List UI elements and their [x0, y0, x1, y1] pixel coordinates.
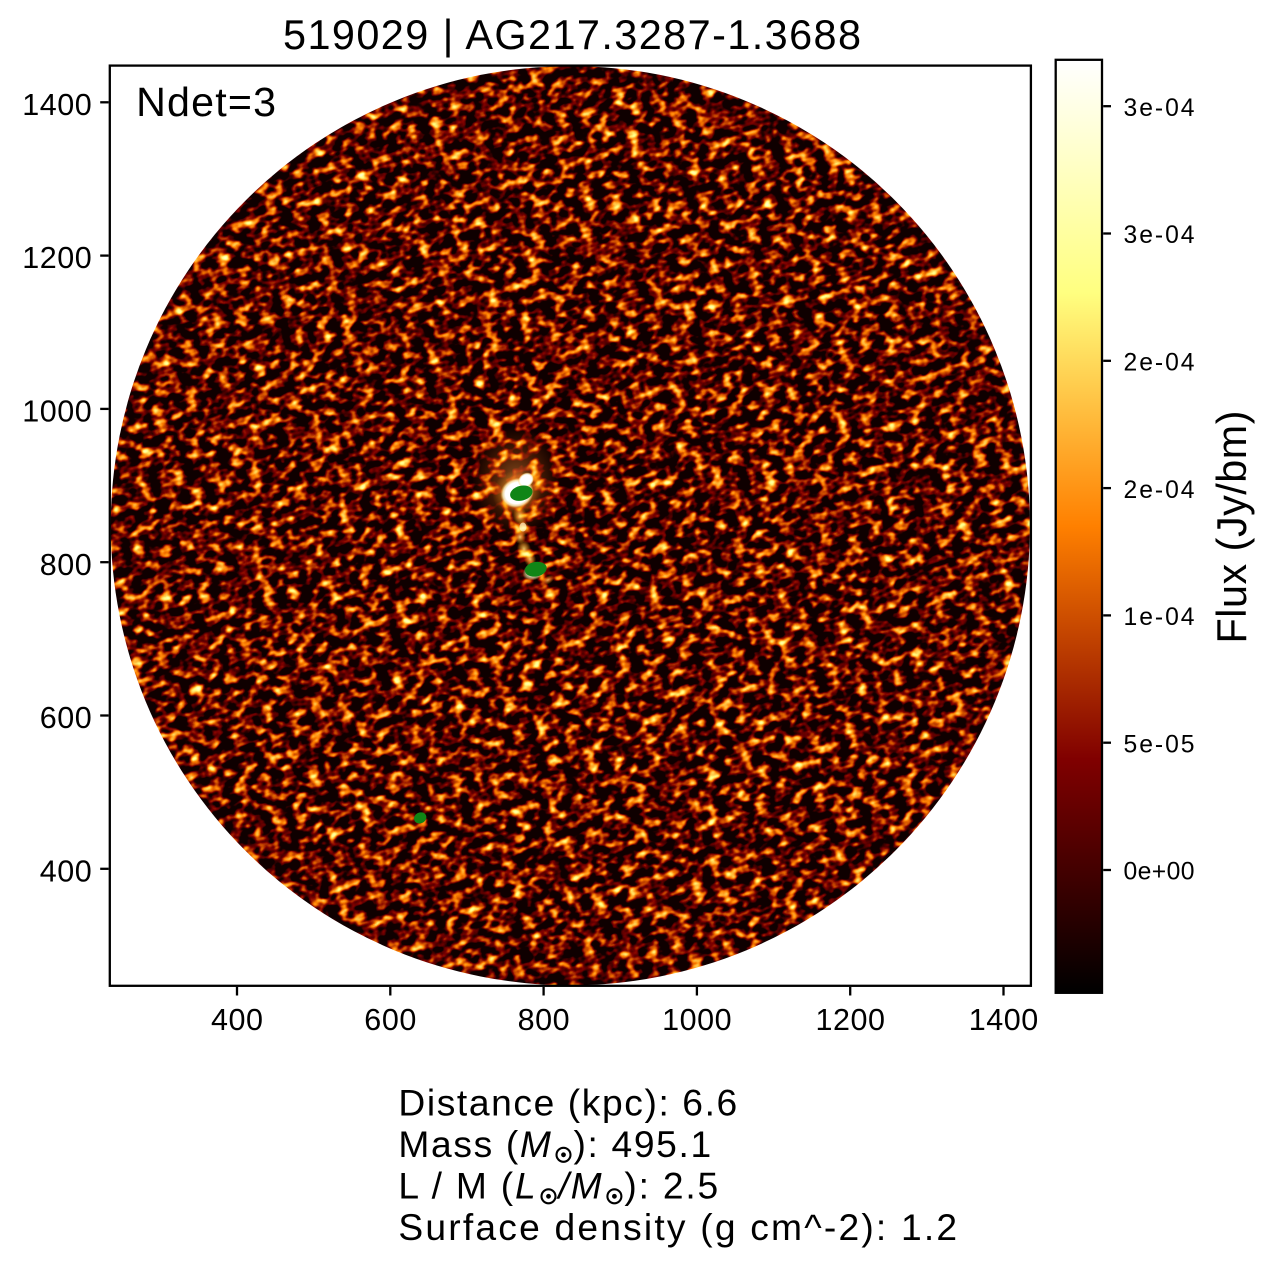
svg-text:1200: 1200: [815, 1003, 885, 1037]
svg-text:400: 400: [40, 854, 92, 888]
svg-text:0e+00: 0e+00: [1124, 859, 1195, 886]
svg-text:600: 600: [364, 1003, 416, 1037]
svg-text:800: 800: [518, 1003, 570, 1037]
svg-text:1400: 1400: [22, 88, 92, 122]
svg-text:Surface density (g cm^-2): 1.2: Surface density (g cm^-2): 1.2: [398, 1206, 959, 1248]
svg-text:L / M (L: L / M (L: [398, 1165, 537, 1207]
svg-text:1e-04: 1e-04: [1124, 604, 1195, 631]
svg-text:3e-04: 3e-04: [1124, 95, 1195, 122]
svg-text:519029 | AG217.3287-1.3688: 519029 | AG217.3287-1.3688: [283, 12, 861, 58]
svg-text:Ndet=3: Ndet=3: [136, 79, 276, 125]
svg-text:Mass (M: Mass (M: [398, 1123, 552, 1165]
svg-text:/M: /M: [556, 1165, 604, 1207]
svg-text:1400: 1400: [969, 1003, 1039, 1037]
svg-text:2e-04: 2e-04: [1124, 350, 1195, 377]
svg-text:1000: 1000: [662, 1003, 732, 1037]
svg-text:5e-05: 5e-05: [1124, 731, 1195, 758]
svg-text:Distance (kpc): 6.6: Distance (kpc): 6.6: [398, 1082, 738, 1124]
svg-text:400: 400: [211, 1003, 263, 1037]
svg-text:1200: 1200: [22, 241, 92, 275]
svg-text:3e-04: 3e-04: [1124, 222, 1195, 249]
svg-text:Flux (Jy/bm): Flux (Jy/bm): [1209, 411, 1255, 644]
svg-text:800: 800: [40, 548, 92, 582]
svg-text:600: 600: [40, 701, 92, 735]
svg-text:1000: 1000: [22, 395, 92, 429]
svg-text:): 2.5: ): 2.5: [624, 1165, 720, 1207]
svg-text:2e-04: 2e-04: [1124, 477, 1195, 504]
svg-text:): 495.1: ): 495.1: [574, 1123, 713, 1165]
